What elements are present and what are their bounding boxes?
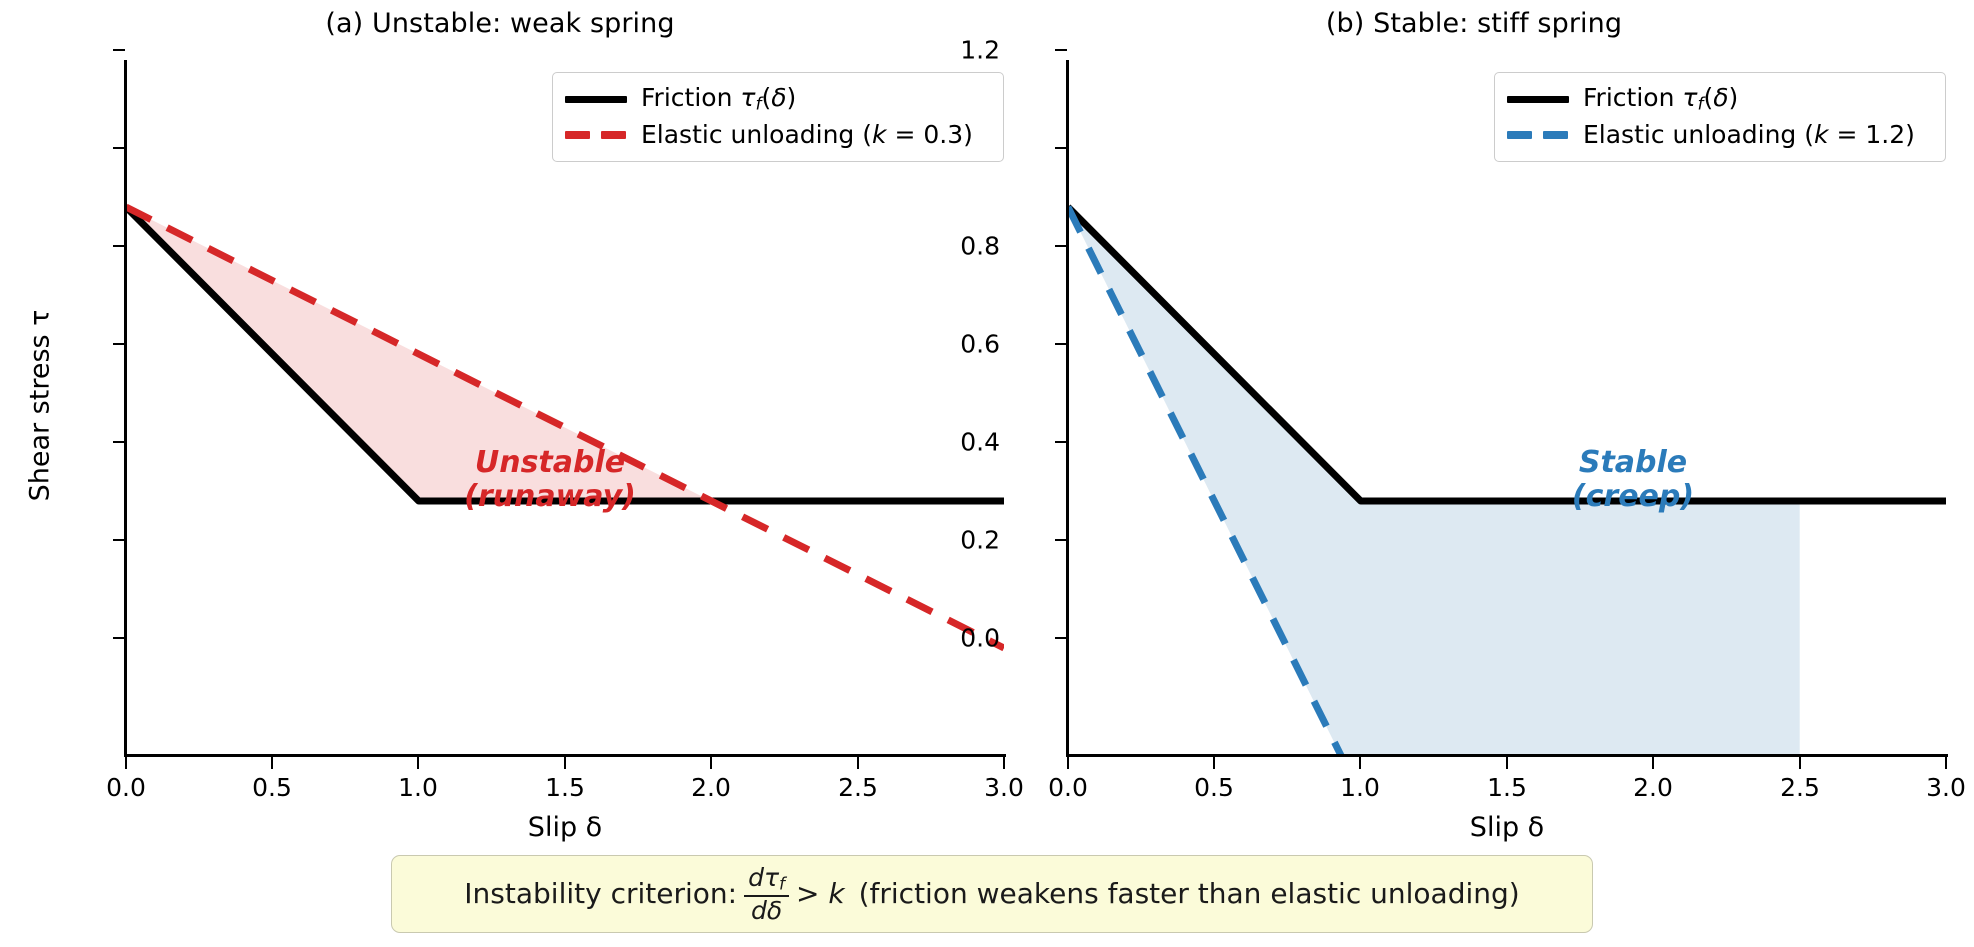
- friction-curve-b: [1068, 204, 1946, 505]
- legend-label-unloading-a: Elastic unloading (k = 0.3): [641, 120, 973, 149]
- panel-a-xlabel: Slip δ: [527, 812, 603, 843]
- fraction-bar: [744, 894, 790, 897]
- panel-a-annotation-line1: Unstable: [474, 445, 626, 480]
- panel-a-xtick-label-4: 2.0: [691, 773, 731, 802]
- panel-b-xtick-label-1: 0.5: [1194, 773, 1234, 802]
- legend-entry-unloading-b[interactable]: Elastic unloading (k = 1.2): [1507, 117, 1931, 152]
- caption-relation: > k: [796, 877, 845, 911]
- panel-b-title: (b) Stable: stiff spring: [1325, 8, 1623, 39]
- panel-b-legend[interactable]: Friction τf(δ) Elastic unloading (k = 1.…: [1494, 72, 1946, 162]
- derivative-fraction: dτf dδ: [744, 863, 790, 925]
- panel-a-title: (a) Unstable: weak spring: [325, 8, 675, 39]
- panel-a-ytick-label-4: 0.8: [960, 231, 1000, 261]
- legend-line-dashed-icon: [565, 124, 627, 146]
- caption-lead: Instability criterion:: [464, 877, 738, 911]
- panel-b-plot-area: Stable (creep): [1068, 60, 1946, 756]
- panel-b-svg: [1068, 204, 1946, 756]
- legend-label-friction-b: Friction τf(δ): [1583, 83, 1739, 115]
- caption-inner: Instability criterion: dτf dδ > k (frict…: [464, 865, 1519, 923]
- panel-b-xlabel: Slip δ: [1469, 812, 1545, 843]
- caption-tail: (friction weakens faster than elastic un…: [858, 877, 1520, 911]
- panel-a-ytick-label-0: 0.0: [960, 623, 1000, 653]
- panel-b-xtick-label-5: 2.5: [1780, 773, 1820, 802]
- instability-criterion-caption: Instability criterion: dτf dδ > k (frict…: [391, 855, 1593, 933]
- panel-b-annotation: Stable (creep): [1572, 446, 1694, 513]
- panel-b: (b) Stable: stiff spring Stable (creep: [974, 0, 1974, 843]
- friction-curve-a: [126, 204, 1004, 505]
- panel-a-xtick-label-1: 0.5: [252, 773, 292, 802]
- panel-b-xtick-label-3: 1.5: [1487, 773, 1527, 802]
- panel-a-xtick-label-3: 1.5: [545, 773, 585, 802]
- panel-a-xtick-label-6: 3.0: [984, 773, 1024, 802]
- legend-line-dashed-icon: [1507, 124, 1569, 146]
- panel-a-left-spine: [124, 60, 127, 756]
- panel-a-xtick-label-5: 2.5: [838, 773, 878, 802]
- panel-a-annotation-line2: (runaway): [464, 478, 636, 514]
- panel-a-ytick-label-6: 1.2: [960, 35, 1000, 65]
- panel-b-bottom-spine: [1066, 754, 1948, 757]
- legend-label-friction-a: Friction τf(δ): [641, 83, 797, 115]
- panel-a-xtick-label-0: 0.0: [106, 773, 146, 802]
- legend-line-solid-icon: [565, 89, 627, 111]
- fraction-numerator: dτf: [748, 863, 786, 895]
- panel-a-plot-area: Unstable (runaway): [126, 60, 1004, 756]
- panel-b-xtick-label-6: 3.0: [1926, 773, 1966, 802]
- panel-b-left-spine: [1066, 60, 1069, 756]
- panel-b-xtick-label-4: 2.0: [1633, 773, 1673, 802]
- panel-b-xtick-label-2: 1.0: [1340, 773, 1380, 802]
- panel-b-annotation-line1: Stable: [1578, 445, 1688, 480]
- legend-label-unloading-b: Elastic unloading (k = 1.2): [1583, 120, 1915, 149]
- legend-entry-friction-a[interactable]: Friction τf(δ): [565, 82, 989, 117]
- panel-b-annotation-line2: (creep): [1571, 478, 1695, 514]
- panel-a-ytick-label-1: 0.2: [960, 525, 1000, 555]
- panel-a-xtick-label-2: 1.0: [398, 773, 438, 802]
- panel-a-annotation: Unstable (runaway): [464, 446, 636, 513]
- panel-a-svg: [126, 203, 1004, 652]
- legend-line-solid-icon: [1507, 89, 1569, 111]
- panel-a-ylabel: Shear stress τ: [24, 309, 56, 502]
- panel-a-ytick-label-3: 0.6: [960, 329, 1000, 359]
- panel-a-bottom-spine: [124, 754, 1006, 757]
- panel-b-xtick-label-0: 0.0: [1048, 773, 1088, 802]
- fraction-denominator: dδ: [750, 895, 783, 925]
- panel-a-ytick-label-2: 0.4: [960, 427, 1000, 457]
- elastic-unloading-line-a: [126, 203, 1004, 652]
- elastic-unloading-line-b: [1068, 205, 1346, 756]
- stable-fill-region: [1068, 207, 1800, 756]
- legend-entry-friction-b[interactable]: Friction τf(δ): [1507, 82, 1931, 117]
- panel-a-legend[interactable]: Friction τf(δ) Elastic unloading (k = 0.…: [552, 72, 1004, 162]
- legend-entry-unloading-a[interactable]: Elastic unloading (k = 0.3): [565, 117, 989, 152]
- panel-a: (a) Unstable: weak spring Unstable: [0, 0, 1024, 843]
